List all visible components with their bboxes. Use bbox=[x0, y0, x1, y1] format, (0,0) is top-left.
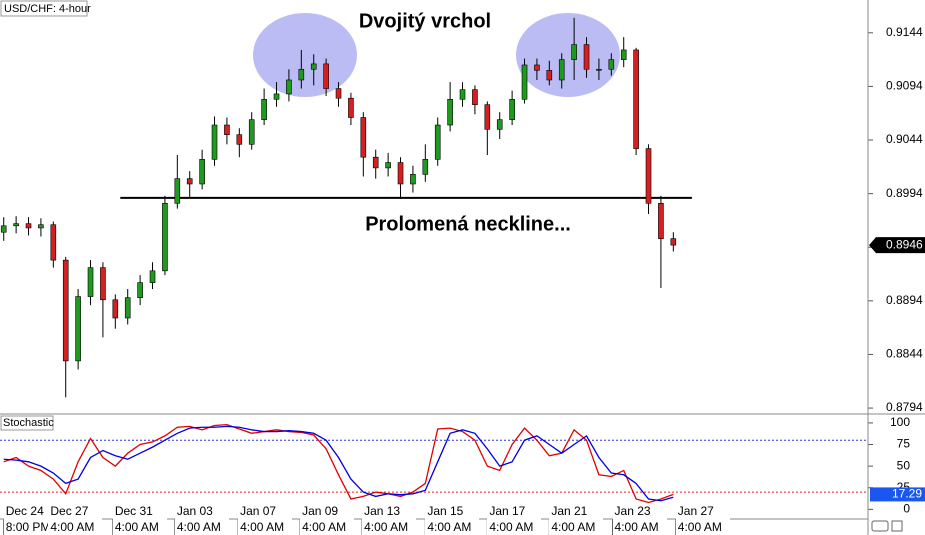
candle-body bbox=[558, 59, 565, 81]
annotation: Prolomená neckline... bbox=[365, 213, 571, 235]
candle-body bbox=[149, 270, 156, 283]
x-tick-label: Jan 03 4:00 AM bbox=[174, 503, 229, 535]
candle-body bbox=[521, 64, 528, 100]
candle-body bbox=[50, 224, 57, 261]
scroll-icon[interactable] bbox=[871, 520, 889, 532]
candle-body bbox=[397, 162, 404, 185]
candle-body bbox=[124, 297, 131, 319]
indicator-title: Stochastic bbox=[3, 417, 54, 429]
candle-body bbox=[248, 119, 255, 145]
candle-body bbox=[434, 124, 441, 160]
candle-body bbox=[459, 89, 466, 100]
candle-body bbox=[13, 223, 19, 227]
y-tick-label: 0 bbox=[903, 502, 910, 516]
candle-body bbox=[509, 98, 515, 120]
candle-body bbox=[186, 178, 193, 185]
candle-body bbox=[546, 70, 553, 81]
x-tick-label: Jan 23 4:00 AM bbox=[612, 503, 667, 535]
candle-body bbox=[112, 299, 119, 319]
stochastic-line bbox=[3, 425, 674, 502]
y-tick-label: 0.8844 bbox=[886, 347, 923, 361]
chart-title: USD/CHF: 4-hour bbox=[4, 3, 91, 15]
candle-body bbox=[360, 117, 367, 158]
y-tick-label: 0.8894 bbox=[886, 293, 923, 307]
candle-body bbox=[87, 267, 94, 297]
x-tick-label: Jan 15 4:00 AM bbox=[425, 503, 480, 535]
candle-body bbox=[162, 202, 168, 272]
candle-body bbox=[25, 223, 32, 229]
candle-body bbox=[372, 156, 379, 169]
candle-body bbox=[199, 159, 205, 185]
y-tick-label: 100 bbox=[890, 415, 910, 429]
candle-body bbox=[137, 282, 143, 298]
x-tick-label: Jan 17 4:00 AM bbox=[487, 503, 542, 535]
y-tick-label: 75 bbox=[897, 437, 911, 451]
y-tick-label: 0.9094 bbox=[886, 79, 923, 93]
candle-body bbox=[472, 89, 478, 105]
candle-body bbox=[583, 44, 590, 70]
candle-body bbox=[534, 64, 540, 71]
y-tick-label: 0.8794 bbox=[886, 400, 923, 414]
candle-body bbox=[571, 44, 577, 60]
candle-body bbox=[38, 224, 44, 229]
candle-body bbox=[496, 119, 503, 130]
candle-body bbox=[447, 98, 453, 126]
x-tick-label: Jan 13 4:00 AM bbox=[362, 503, 417, 535]
annotation: Dvojitý vrchol bbox=[359, 10, 491, 32]
highlight-top-2 bbox=[516, 13, 620, 97]
candle-body bbox=[236, 134, 243, 145]
candle-body bbox=[273, 93, 280, 100]
candle-body bbox=[286, 79, 292, 95]
y-tick-label: 0.9144 bbox=[886, 25, 923, 39]
candle-body bbox=[608, 59, 615, 70]
current-value-box bbox=[870, 487, 925, 502]
candle-body bbox=[484, 104, 491, 130]
y-tick-label: 50 bbox=[897, 458, 911, 472]
candle-body bbox=[75, 296, 81, 362]
candle-body bbox=[596, 68, 602, 71]
title-box bbox=[0, 415, 54, 431]
current-value-label: 17.29 bbox=[892, 487, 922, 501]
candle-body bbox=[620, 49, 627, 60]
candle-body bbox=[310, 63, 317, 70]
y-tick-label: 0.8994 bbox=[886, 186, 923, 200]
stochastic-line bbox=[3, 423, 674, 504]
x-tick-label: Dec 27 4:00 AM bbox=[48, 503, 103, 535]
x-tick-label: Jan 07 4:00 AM bbox=[238, 503, 293, 535]
candle-body bbox=[211, 124, 218, 160]
candle-body bbox=[670, 238, 677, 246]
x-tick-label: Dec 31 4:00 AM bbox=[112, 503, 167, 535]
scroll-icon[interactable] bbox=[891, 520, 903, 532]
y-tick-label: 0.9044 bbox=[886, 132, 923, 146]
x-tick-label: Jan 21 4:00 AM bbox=[549, 503, 604, 535]
highlight-top-1 bbox=[253, 13, 357, 97]
candle-body bbox=[348, 97, 354, 118]
candle-body bbox=[100, 267, 106, 301]
candle-body bbox=[385, 162, 391, 169]
candle-body bbox=[261, 98, 267, 120]
x-tick-label: Jan 27 4:00 AM bbox=[675, 503, 730, 535]
candle-body bbox=[645, 148, 652, 204]
last-price-label: 0.8946 bbox=[886, 237, 923, 251]
candle-body bbox=[174, 178, 181, 204]
candle-body bbox=[62, 259, 69, 362]
candle-body bbox=[335, 88, 342, 99]
x-tick-label: Jan 09 4:00 AM bbox=[300, 503, 355, 535]
candle-body bbox=[0, 225, 7, 233]
candle-body bbox=[410, 174, 416, 185]
candle-body bbox=[224, 124, 230, 135]
title-box bbox=[0, 0, 88, 17]
candle-body bbox=[422, 159, 429, 175]
candle-body bbox=[658, 202, 664, 239]
candle-body bbox=[298, 68, 305, 81]
candle-body bbox=[323, 63, 329, 89]
last-price-marker bbox=[869, 237, 925, 254]
candle-body bbox=[633, 49, 639, 149]
